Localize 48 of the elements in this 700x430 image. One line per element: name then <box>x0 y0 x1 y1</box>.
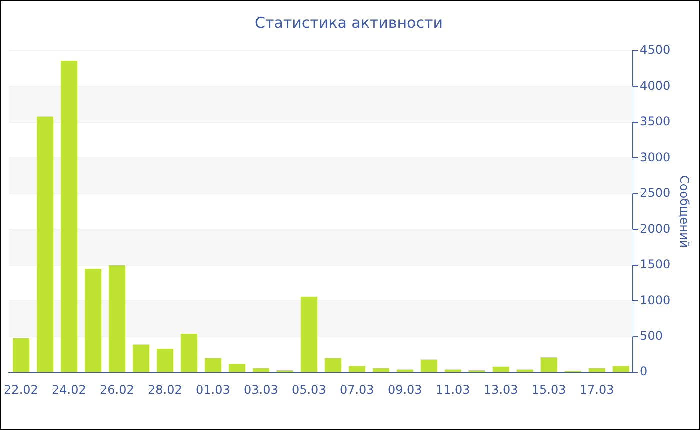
bar <box>492 366 510 372</box>
y-axis-title: Сообщений <box>678 176 692 248</box>
bar <box>348 366 366 372</box>
x-tick-label: 24.02 <box>52 382 86 397</box>
bar <box>420 360 438 372</box>
bar <box>612 366 630 372</box>
x-tick-label: 11.03 <box>436 382 470 397</box>
bar <box>588 368 606 372</box>
bar <box>60 61 78 372</box>
bar <box>300 296 318 372</box>
x-tick-label: 28.02 <box>148 382 182 397</box>
x-tick-label: 07.03 <box>340 382 374 397</box>
bar <box>372 368 390 372</box>
bar <box>132 344 150 372</box>
bar <box>156 349 174 372</box>
bar <box>204 358 222 372</box>
x-tick-label: 05.03 <box>292 382 326 397</box>
x-tick-label: 13.03 <box>484 382 518 397</box>
y-tick-label: 4500 <box>640 43 671 58</box>
bar <box>108 265 126 372</box>
x-tick-label: 22.02 <box>4 382 38 397</box>
bar <box>180 334 198 372</box>
y-tick-label: 1000 <box>640 293 671 308</box>
bar <box>12 338 30 372</box>
x-tick-label: 15.03 <box>532 382 566 397</box>
x-tick-label: 03.03 <box>244 382 278 397</box>
x-tick-label: 26.02 <box>100 382 134 397</box>
y-tick-label: 1500 <box>640 258 671 272</box>
bar <box>444 370 462 372</box>
y-tick-label: 3500 <box>640 114 671 129</box>
y-tick-label: 2000 <box>640 222 671 236</box>
y-tick-label: 4000 <box>640 78 671 93</box>
bar <box>84 268 102 372</box>
bar <box>36 116 54 372</box>
y-tick-label: 500 <box>640 328 663 343</box>
x-tick-label: 17.03 <box>580 382 614 397</box>
chart-title: Статистика активности <box>255 14 443 32</box>
bar <box>228 364 246 372</box>
y-tick-label: 3000 <box>640 150 671 164</box>
bar <box>396 370 414 372</box>
bar <box>516 370 534 372</box>
bar <box>324 358 342 372</box>
bar <box>540 358 558 372</box>
y-tick-label: 0 <box>640 364 648 379</box>
bar <box>252 368 270 372</box>
x-tick-label: 01.03 <box>196 382 230 397</box>
y-tick-label: 2500 <box>640 186 671 200</box>
x-tick-label: 09.03 <box>388 382 422 397</box>
